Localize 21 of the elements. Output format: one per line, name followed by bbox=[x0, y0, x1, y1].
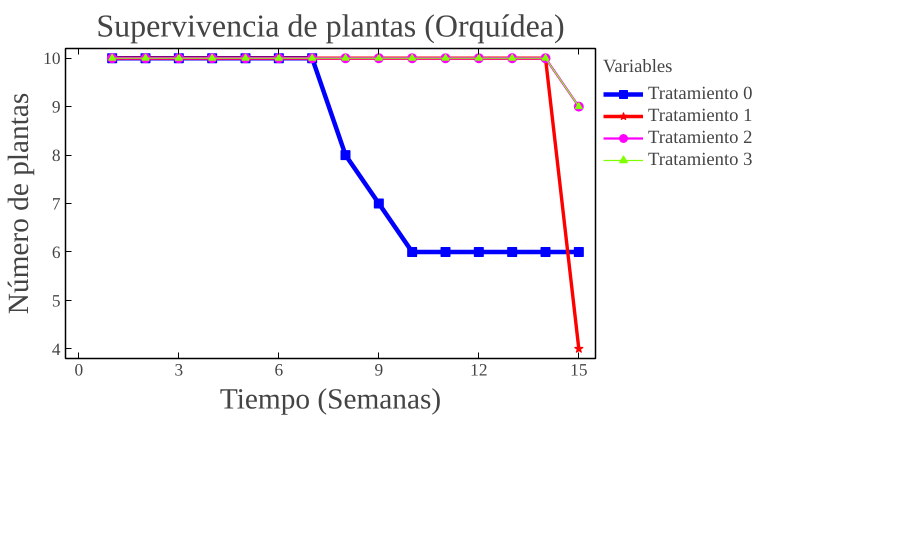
x-tick-label: 0 bbox=[74, 360, 84, 380]
x-tick-label: 15 bbox=[570, 360, 588, 380]
y-tick-label: 10 bbox=[43, 49, 60, 68]
y-tick-label: 6 bbox=[52, 242, 61, 262]
x-tick-label: 12 bbox=[470, 360, 488, 380]
y-tick-label: 5 bbox=[52, 291, 61, 310]
chart-title: Supervivencia de plantas (Orquídea) bbox=[96, 8, 565, 44]
x-tick-label: 6 bbox=[274, 360, 284, 380]
y-axis-title: Número de plantas bbox=[3, 92, 36, 314]
legend-label: Tratamiento 3 bbox=[648, 149, 753, 171]
legend-title: Variables bbox=[603, 56, 674, 78]
y-tick-label: 7 bbox=[52, 194, 61, 214]
x-tick-label: 9 bbox=[374, 360, 384, 380]
x-axis-title: Tiempo (Semanas) bbox=[220, 384, 442, 416]
x-tick-label: 3 bbox=[174, 360, 184, 380]
legend-label: Tratamiento 2 bbox=[648, 127, 753, 149]
legend-label: Tratamiento 1 bbox=[648, 105, 753, 127]
y-tick-label: 9 bbox=[52, 98, 61, 117]
y-tick-label: 8 bbox=[52, 146, 61, 166]
legend-label: Tratamiento 0 bbox=[648, 83, 753, 105]
y-tick-label: 4 bbox=[52, 340, 61, 359]
